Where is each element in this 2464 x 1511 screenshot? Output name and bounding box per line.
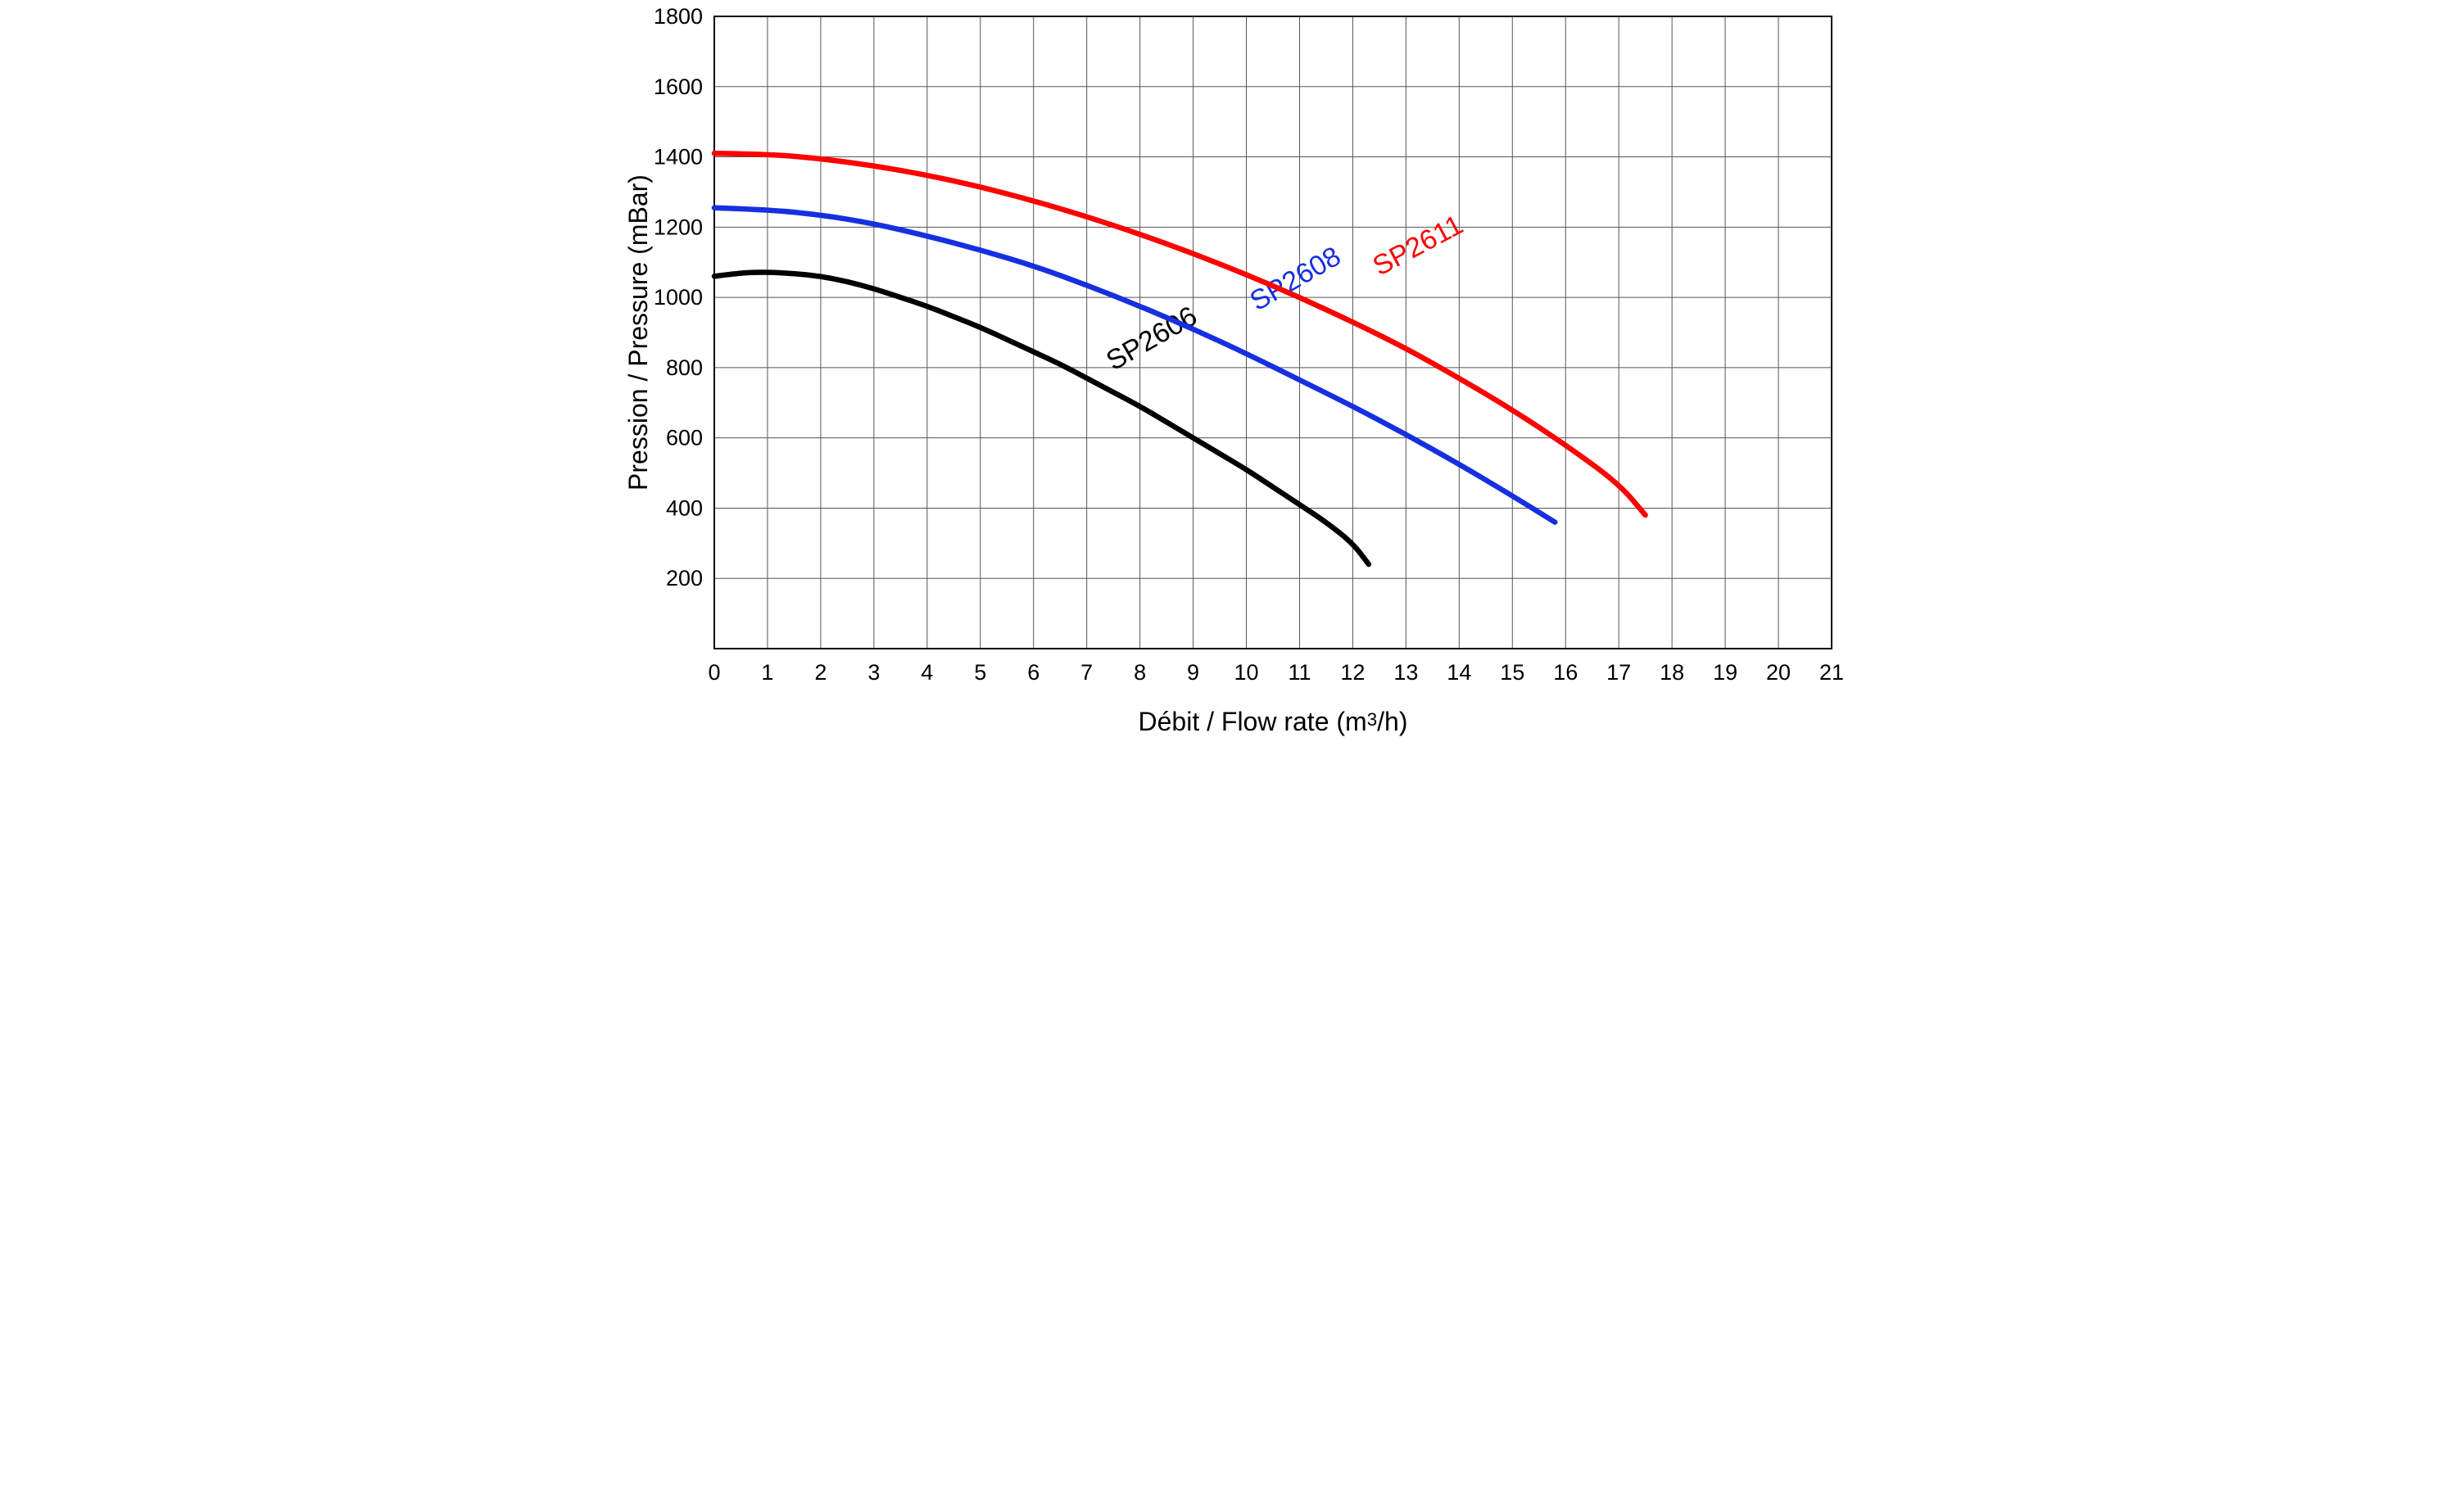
chart-background	[616, 0, 1848, 755]
x-tick-label: 19	[1713, 660, 1737, 685]
x-tick-label: 4	[921, 660, 933, 685]
y-tick-label: 600	[666, 426, 703, 450]
y-tick-label: 1200	[654, 215, 703, 239]
pump-performance-chart: 0123456789101112131415161718192021200400…	[616, 0, 1848, 755]
x-tick-label: 20	[1766, 660, 1791, 685]
x-tick-label: 10	[1234, 660, 1259, 685]
x-tick-label: 21	[1819, 660, 1844, 685]
y-tick-label: 1000	[654, 285, 703, 310]
x-tick-label: 12	[1340, 660, 1365, 685]
y-tick-label: 800	[666, 355, 703, 380]
x-tick-label: 0	[708, 660, 720, 685]
x-tick-label: 1	[761, 660, 773, 685]
x-tick-label: 2	[814, 660, 827, 685]
y-tick-label: 1600	[654, 75, 703, 99]
x-tick-label: 14	[1447, 660, 1471, 685]
y-axis-title: Pression / Pressure (mBar)	[623, 174, 653, 491]
x-tick-label: 8	[1134, 660, 1146, 685]
y-tick-label: 200	[666, 566, 703, 590]
y-tick-label: 1800	[654, 4, 703, 29]
chart-svg: 0123456789101112131415161718192021200400…	[616, 0, 1848, 755]
y-tick-label: 400	[666, 495, 703, 520]
y-tick-label: 1400	[654, 145, 703, 170]
x-tick-label: 16	[1553, 660, 1578, 685]
x-tick-label: 17	[1606, 660, 1631, 685]
x-tick-label: 6	[1027, 660, 1040, 685]
x-tick-label: 18	[1660, 660, 1684, 685]
x-tick-label: 7	[1080, 660, 1093, 685]
x-tick-label: 5	[974, 660, 986, 685]
x-tick-label: 15	[1500, 660, 1524, 685]
x-tick-label: 9	[1187, 660, 1199, 685]
x-tick-label: 13	[1393, 660, 1418, 685]
x-tick-label: 11	[1288, 660, 1311, 685]
x-tick-label: 3	[867, 660, 880, 685]
